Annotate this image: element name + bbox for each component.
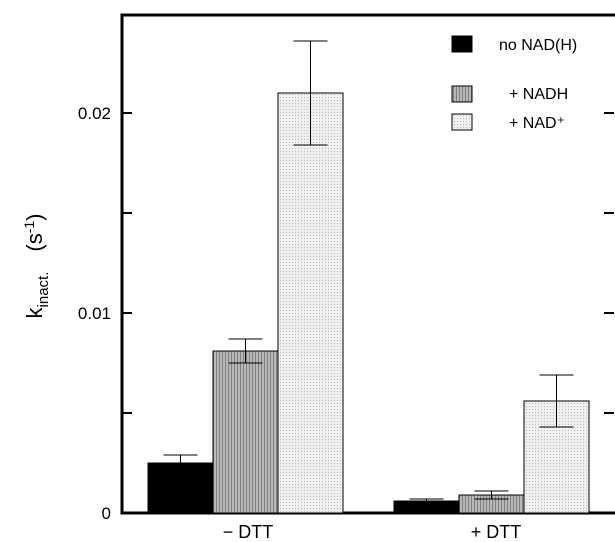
y-axis-title: kinact. (s-1) — [21, 214, 52, 319]
y-axis-ticks — [122, 112, 614, 414]
bar-1-0 — [212, 350, 279, 514]
x-category-label-plus-dtt: + DTT — [471, 522, 522, 542]
legend-label-no-nadh: no NAD(H) — [499, 37, 577, 54]
y-tick-label-0.01: 0.01 — [78, 304, 111, 323]
legend-swatch-nad-plus — [451, 113, 473, 131]
bar-2-0 — [277, 92, 344, 514]
x-category-label-minus-dtt: − DTT — [223, 522, 274, 542]
y-axis-title-unit: (s — [22, 233, 47, 251]
y-tick-label-0.02: 0.02 — [78, 104, 111, 123]
bars — [147, 92, 590, 514]
legend-swatch-nadh — [451, 85, 473, 103]
legend-swatch-no-nadh — [451, 35, 473, 53]
y-axis-title-unit-close: ) — [22, 214, 47, 221]
y-axis-title-subscript: inact. — [35, 272, 52, 308]
legend: no NAD(H) + NADH + NAD⁺ — [451, 35, 577, 132]
legend-label-nad-plus: + NAD⁺ — [509, 115, 565, 132]
legend-label-nadh: + NADH — [509, 86, 568, 103]
error-bars — [163, 40, 574, 504]
y-axis-title-main: k — [22, 306, 47, 318]
y-axis-title-unit-sup: -1 — [21, 221, 37, 234]
plot-frame — [120, 13, 615, 515]
y-tick-label-0: 0 — [102, 504, 111, 523]
svg-text:kinact.(s-1): kinact. (s-1) — [21, 214, 52, 319]
